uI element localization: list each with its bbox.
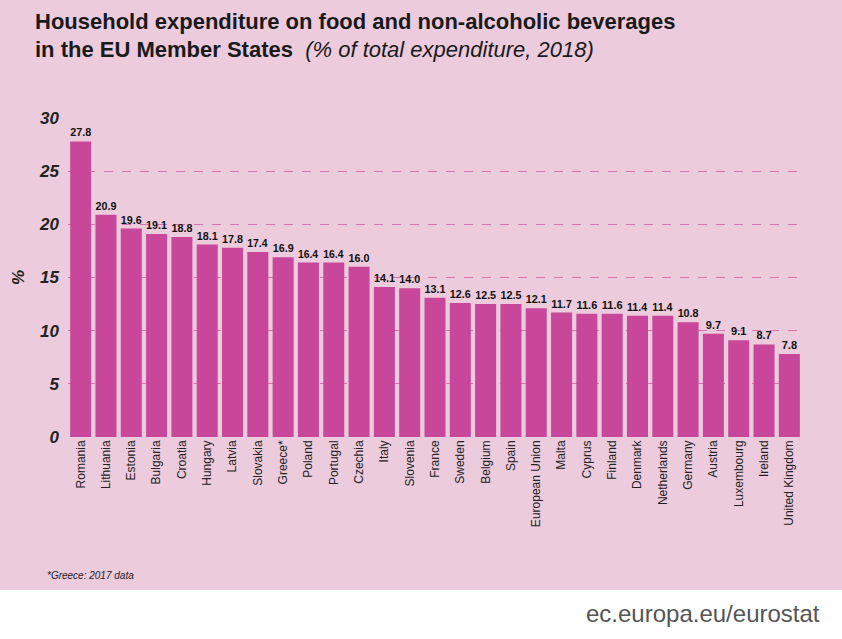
svg-text:European Union: European Union	[529, 440, 543, 527]
svg-text:Greece*: Greece*	[276, 440, 290, 484]
svg-text:%: %	[9, 270, 28, 285]
svg-text:Slovenia: Slovenia	[403, 440, 417, 486]
svg-text:9.7: 9.7	[706, 319, 721, 331]
svg-text:Denmark: Denmark	[630, 439, 644, 489]
svg-text:Ireland: Ireland	[757, 440, 771, 477]
svg-text:20: 20	[39, 215, 59, 234]
svg-text:Latvia: Latvia	[225, 440, 239, 472]
svg-text:Household expenditure on food: Household expenditure on food and non-al…	[35, 9, 676, 63]
svg-text:Estonia: Estonia	[124, 440, 138, 480]
svg-text:Germany: Germany	[681, 440, 695, 489]
svg-text:Romania: Romania	[74, 440, 88, 488]
svg-text:11.7: 11.7	[551, 298, 572, 310]
svg-text:7.8: 7.8	[782, 339, 797, 351]
svg-text:Netherlands: Netherlands	[656, 440, 670, 505]
svg-text:27.8: 27.8	[70, 126, 91, 138]
svg-text:12.5: 12.5	[475, 289, 496, 301]
svg-text:Austria: Austria	[706, 440, 720, 478]
svg-text:Spain: Spain	[504, 440, 518, 471]
svg-text:19.1: 19.1	[146, 219, 167, 231]
svg-text:11.4: 11.4	[652, 301, 672, 313]
svg-text:United Kingdom: United Kingdom	[782, 440, 796, 525]
svg-text:18.8: 18.8	[171, 222, 192, 234]
svg-text:Lithuania: Lithuania	[99, 440, 113, 489]
svg-text:25: 25	[39, 162, 59, 181]
svg-text:12.1: 12.1	[526, 293, 547, 305]
svg-text:ec.europa.eu/eurostat: ec.europa.eu/eurostat	[586, 600, 820, 627]
svg-text:Portugal: Portugal	[327, 440, 341, 485]
svg-text:20.9: 20.9	[95, 200, 116, 212]
svg-text:17.8: 17.8	[222, 233, 243, 245]
svg-text:Bulgaria: Bulgaria	[149, 440, 163, 484]
svg-text:14.0: 14.0	[399, 273, 420, 285]
svg-text:10: 10	[40, 322, 59, 341]
svg-text:16.4: 16.4	[323, 249, 343, 260]
svg-text:16.4: 16.4	[298, 249, 318, 260]
svg-text:Croatia: Croatia	[175, 440, 189, 479]
svg-text:Hungary: Hungary	[200, 440, 214, 485]
svg-text:30: 30	[40, 109, 59, 128]
svg-text:Sweden: Sweden	[453, 440, 467, 483]
svg-text:10.8: 10.8	[678, 307, 699, 319]
svg-text:0: 0	[50, 428, 60, 447]
svg-text:Italy: Italy	[377, 440, 391, 462]
svg-text:8.7: 8.7	[756, 329, 771, 341]
svg-text:*Greece: 2017 data: *Greece: 2017 data	[47, 570, 134, 581]
svg-text:17.4: 17.4	[247, 238, 267, 249]
svg-text:Belgium: Belgium	[479, 440, 493, 483]
svg-text:Poland: Poland	[301, 440, 315, 477]
svg-text:Luxembourg: Luxembourg	[732, 440, 746, 507]
svg-text:16.9: 16.9	[273, 242, 294, 254]
svg-text:16.0: 16.0	[349, 252, 370, 264]
svg-text:18.1: 18.1	[197, 230, 218, 242]
svg-text:Slovakia: Slovakia	[251, 440, 265, 486]
svg-text:France: France	[428, 440, 442, 478]
svg-text:5: 5	[50, 375, 60, 394]
svg-text:19.6: 19.6	[121, 214, 142, 226]
svg-text:13.1: 13.1	[425, 283, 446, 295]
svg-text:9.1: 9.1	[731, 325, 746, 337]
svg-text:15: 15	[40, 268, 59, 287]
svg-text:11.6: 11.6	[602, 299, 623, 311]
svg-text:Malta: Malta	[554, 440, 568, 470]
svg-text:Finland: Finland	[605, 440, 619, 479]
svg-text:12.5: 12.5	[500, 289, 521, 301]
svg-text:14.1: 14.1	[374, 272, 395, 284]
svg-text:Czechia: Czechia	[352, 440, 366, 484]
svg-text:12.6: 12.6	[450, 288, 471, 300]
svg-text:Cyprus: Cyprus	[580, 440, 594, 478]
svg-text:11.6: 11.6	[576, 299, 597, 311]
svg-text:11.4: 11.4	[627, 301, 647, 313]
